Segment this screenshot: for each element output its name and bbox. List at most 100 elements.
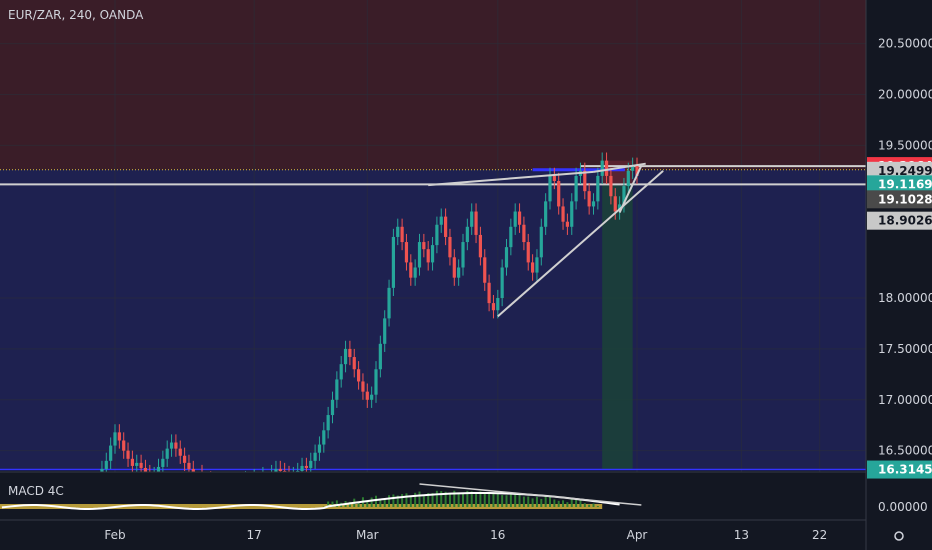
candle-body [401,227,404,242]
candle-body [379,344,382,369]
candle-body [514,212,517,227]
candle-body [601,161,604,176]
candle-body [300,466,303,471]
y-tick-label: 20.00000 [878,87,932,101]
candle-body [105,461,108,469]
candle-body [479,235,482,257]
candle-body [318,445,321,453]
candle-body [548,176,551,201]
candle-body [174,443,177,449]
candle-body [118,432,121,440]
x-tick-label: 17 [247,528,262,542]
candle-body [387,288,390,319]
candle-body [518,212,521,225]
candle-body [566,222,569,227]
candle-body [457,267,460,277]
candle-body [544,201,547,226]
candle-body [140,463,143,468]
candle-body [496,298,499,310]
candle-body [431,245,434,262]
candle-body [488,283,491,303]
macd-indicator-label: MACD 4C [8,484,64,498]
support-zone [0,170,866,470]
price-label-text: 18.90262 [878,214,932,228]
candle-body [327,415,330,430]
candle-body [501,267,504,298]
candle-body [553,176,556,181]
candle-body [122,440,125,450]
candle-body [444,217,447,237]
candle-body [592,201,595,206]
candle-body [405,242,408,262]
candle-body [361,381,364,391]
candle-body [509,227,512,247]
candle-body [331,400,334,415]
candle-body [161,459,164,467]
macd-tick-label: 0.00000 [878,500,928,514]
candle-body [126,451,129,459]
candle-body [396,227,399,237]
candle-body [135,463,138,466]
candle-body [588,191,591,206]
candle-body [483,257,486,282]
candle-body [335,379,338,399]
candle-body [535,257,538,272]
y-tick-label: 17.50000 [878,342,932,356]
candle-body [522,225,525,242]
candle-body [540,227,543,258]
price-label-text: 19.10287 [878,192,932,206]
candle-body [370,395,373,400]
candle-body [357,369,360,381]
candle-body [279,469,282,471]
x-tick-label: 16 [490,528,505,542]
candle-body [627,171,630,186]
candle-body [166,449,169,459]
candle-body [614,196,617,211]
candle-body [344,349,347,364]
x-tick-label: Feb [104,528,125,542]
candle-body [605,161,608,176]
candle-body [409,262,412,277]
candle-body [505,247,508,267]
candle-body [322,430,325,444]
x-tick-label: 22 [812,528,827,542]
candle-body [179,449,182,456]
y-tick-label: 17.00000 [878,393,932,407]
candle-body [448,237,451,257]
candle-body [414,267,417,277]
candle-body [527,242,530,262]
candle-body [348,349,351,357]
candle-body [435,225,438,245]
candle-body [474,212,477,235]
take-profit-zone[interactable] [602,185,632,470]
candle-body [531,262,534,272]
candle-body [461,242,464,267]
x-tick-label: Apr [627,528,648,542]
candle-body [609,176,612,196]
candle-body [492,303,495,310]
resistance-zone [0,0,866,170]
candle-body [183,456,186,463]
y-tick-label: 20.50000 [878,37,932,51]
candle-body [583,171,586,191]
candle-body [418,242,421,267]
candle-body [366,392,369,400]
y-tick-label: 19.50000 [878,138,932,152]
candle-body [427,249,430,262]
x-tick-label: 13 [734,528,749,542]
candle-body [309,461,312,468]
price-label-text: 16.31454 [878,463,932,477]
candle-body [131,459,134,466]
candle-body [422,242,425,249]
candle-body [557,181,560,206]
y-tick-label: 18.00000 [878,291,932,305]
candle-body [596,176,599,201]
candle-body [440,217,443,225]
candle-body [340,364,343,379]
candle-body [453,257,456,277]
candle-body [575,176,578,201]
candle-body [187,463,190,469]
candle-body [392,237,395,288]
candle-body [170,443,173,449]
